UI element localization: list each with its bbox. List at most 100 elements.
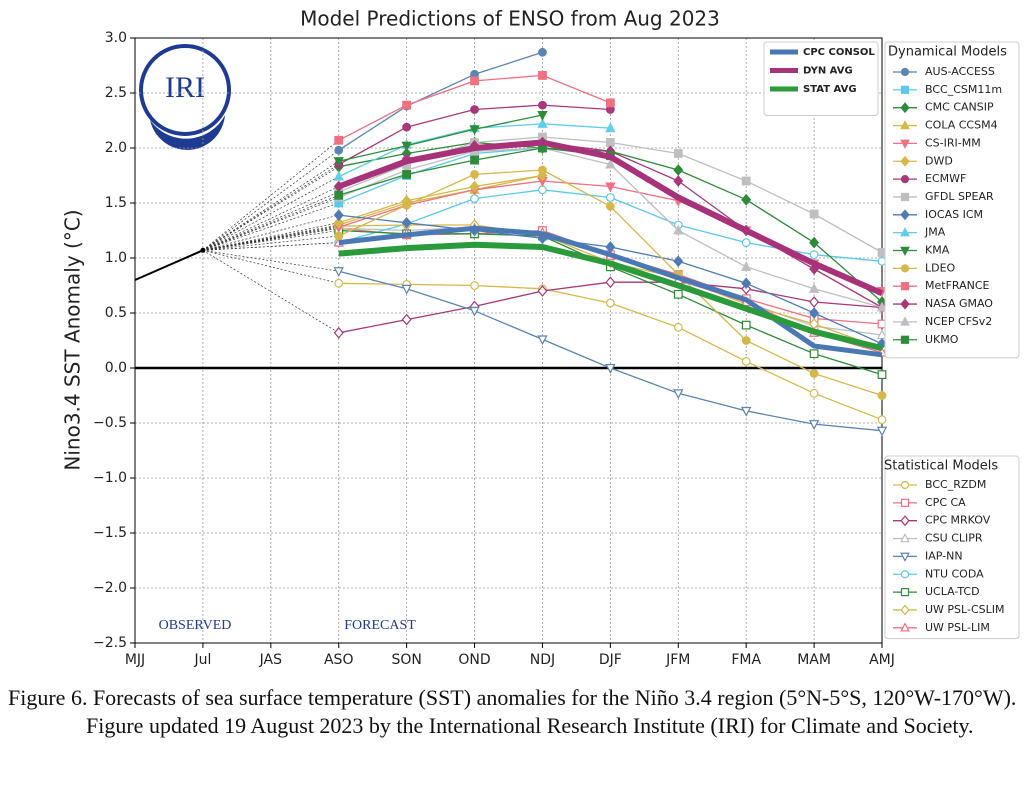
- logo-ring: [139, 44, 231, 136]
- legend-marker: [900, 533, 910, 543]
- legend-marker: [900, 570, 910, 579]
- marker: [741, 238, 751, 248]
- connector: [202, 166, 339, 251]
- marker: [538, 185, 547, 195]
- legend-label: DYN AVG: [803, 66, 853, 77]
- chart: Model Predictions of ENSO from Aug 2023 …: [61, 7, 1020, 668]
- marker: [605, 138, 615, 147]
- marker: [469, 306, 480, 317]
- x-tick-label: JAS: [259, 652, 282, 668]
- legend-title: Dynamical Models: [888, 45, 1007, 60]
- legend-marker: [900, 120, 910, 130]
- marker: [741, 260, 752, 271]
- marker: [809, 388, 819, 398]
- legend-label: AUS-ACCESS: [925, 65, 995, 78]
- legend-marker: [900, 227, 910, 237]
- legend-label: UW PSL-CSLIM: [925, 603, 1004, 616]
- series: [334, 47, 547, 155]
- series: [334, 165, 887, 400]
- x-tick-label: Jul: [193, 652, 211, 668]
- legend-label: LDEO: [925, 261, 956, 274]
- legend-label: STAT AVG: [803, 84, 857, 95]
- series: [333, 209, 887, 350]
- marker: [334, 145, 344, 155]
- marker: [538, 100, 547, 110]
- legend-marker: [900, 139, 910, 149]
- legend-marker: [900, 264, 910, 273]
- legend-entry: CS-IRI-MM: [893, 136, 981, 149]
- marker: [741, 193, 752, 206]
- marker: [809, 236, 820, 249]
- marker: [402, 200, 412, 210]
- marker: [741, 357, 751, 366]
- marker: [741, 336, 751, 345]
- marker: [741, 320, 751, 330]
- connector: [202, 230, 339, 251]
- legend-marker: [900, 175, 910, 184]
- legend-entry: LDEO: [893, 261, 956, 274]
- legend-entry: CPC CA: [893, 496, 966, 509]
- observed-point: [200, 247, 206, 253]
- y-tick-label: −1.5: [93, 525, 127, 541]
- connector: [202, 160, 339, 251]
- marker: [877, 370, 887, 379]
- x-tick-label: AMJ: [869, 652, 895, 668]
- legend-marker: [900, 282, 910, 291]
- marker: [401, 216, 412, 229]
- legend-entry: UW PSL-LIM: [893, 621, 990, 634]
- series-line: [338, 51, 543, 151]
- connector: [202, 164, 339, 251]
- legend-marker: [900, 298, 910, 310]
- legend-entry: JMA: [893, 226, 946, 239]
- legend-entry: ECMWF: [893, 172, 966, 185]
- connector: [202, 249, 339, 272]
- connector: [202, 227, 339, 251]
- marker: [334, 278, 344, 288]
- marker: [470, 169, 479, 179]
- connector: [202, 149, 339, 251]
- legend-entry: IAP-NN: [893, 549, 963, 562]
- legend-marker: [900, 246, 910, 256]
- legend-entry: CSU CLIPR: [893, 532, 983, 545]
- legend-label: UCLA-TCD: [925, 585, 980, 598]
- x-tick-label: JFM: [665, 652, 690, 668]
- marker: [401, 284, 412, 295]
- connector: [202, 250, 339, 334]
- marker: [401, 141, 412, 152]
- legend-label: CS-IRI-MM: [925, 136, 981, 149]
- legend-label: NCEP CFSv2: [925, 315, 992, 328]
- logo-text: IRI: [165, 71, 205, 104]
- series: [333, 110, 548, 168]
- legend-entry: IOCAS ICM: [893, 208, 983, 221]
- legend-marker: [900, 515, 910, 527]
- connector: [202, 224, 339, 251]
- marker: [605, 276, 616, 289]
- marker: [402, 170, 412, 179]
- marker: [809, 307, 820, 319]
- legend-entry: CMC CANSIP: [893, 101, 994, 114]
- marker: [333, 267, 344, 278]
- legend-label: KMA: [925, 244, 950, 257]
- legend-entry: BCC_RZDM: [893, 478, 986, 491]
- marker: [334, 231, 344, 241]
- legend-label: DWD: [925, 154, 953, 167]
- marker: [605, 122, 616, 133]
- marker: [538, 165, 547, 175]
- marker: [673, 389, 684, 400]
- legend-marker: [900, 480, 910, 490]
- connector: [202, 186, 339, 251]
- marker: [809, 209, 819, 219]
- marker: [537, 110, 548, 121]
- connector: [202, 249, 339, 284]
- x-tick-label: ASO: [324, 652, 353, 668]
- connector: [202, 222, 339, 251]
- x-tick-label: MJJ: [125, 652, 145, 668]
- legend-marker: [900, 85, 910, 94]
- series-line: [338, 174, 543, 226]
- marker: [741, 277, 752, 290]
- legend-marker: [900, 67, 910, 77]
- legend-label: CPC CA: [925, 496, 966, 509]
- y-axis-label: Nino3.4 SST Anomaly (°C): [61, 209, 85, 470]
- marker: [673, 164, 684, 176]
